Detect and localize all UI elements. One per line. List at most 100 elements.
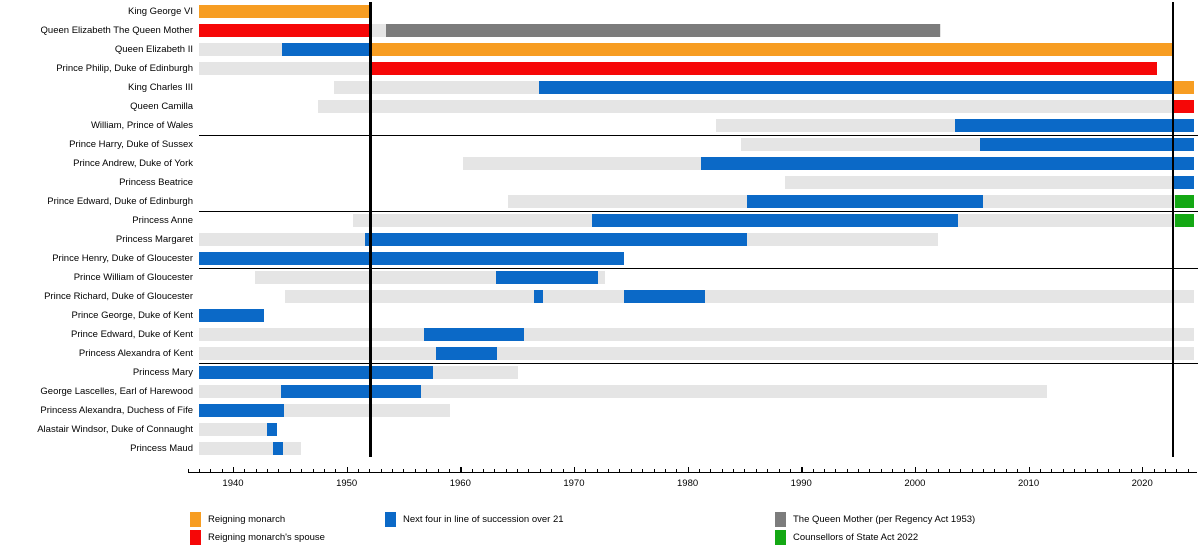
legend-swatch-monarch_spouse [190, 530, 201, 545]
legend-item-reigning_monarch[interactable]: Reigning monarch [190, 512, 285, 527]
row-label: Princess Mary [132, 367, 193, 378]
x-tick-minor [664, 469, 666, 472]
group-separator-line [199, 211, 1198, 212]
timeline-segment-lifespan [199, 385, 281, 398]
x-tick-minor [312, 469, 314, 472]
timeline-segment-lifespan [716, 119, 955, 132]
x-tick-minor [505, 469, 507, 472]
legend-swatch-counsellors_2022 [775, 530, 786, 545]
timeline-row [199, 366, 1200, 379]
timeline-segment-next_four_succession [281, 43, 371, 56]
timeline-segment-next_four_succession [979, 138, 1195, 151]
x-tick-minor [596, 469, 598, 472]
timeline-segment-lifespan [284, 404, 451, 417]
timeline-segment-next_four_succession [592, 214, 959, 227]
x-tick-minor [369, 469, 371, 472]
x-tick-minor [608, 469, 610, 472]
x-tick-minor [880, 469, 882, 472]
x-tick-minor [710, 469, 712, 472]
x-tick-minor [1005, 469, 1007, 472]
x-tick-minor [892, 469, 894, 472]
x-tick-minor [630, 469, 632, 472]
x-tick-minor [1119, 469, 1121, 472]
x-tick-minor [755, 469, 757, 472]
legend-item-counsellors_2022[interactable]: Counsellors of State Act 2022 [775, 530, 918, 545]
timeline-segment-lifespan [254, 271, 496, 284]
timeline-row [199, 81, 1200, 94]
x-tick-label: 2020 [1131, 478, 1153, 489]
row-label: Prince Philip, Duke of Edinburgh [56, 63, 193, 74]
legend-item-queen_mother[interactable]: The Queen Mother (per Regency Act 1953) [775, 512, 975, 527]
legend-label: Counsellors of State Act 2022 [793, 531, 919, 543]
timeline-segment-next_four_succession [199, 404, 285, 417]
legend-item-next_four_succession[interactable]: Next four in line of succession over 21 [385, 512, 564, 527]
row-label: Princess Margaret [115, 234, 193, 245]
x-tick-label: 2010 [1017, 478, 1040, 489]
x-tick-minor [903, 469, 905, 472]
timeline-row [199, 62, 1200, 75]
x-tick-minor [198, 469, 200, 472]
timeline-segment-lifespan [199, 442, 273, 455]
x-tick-minor [1017, 469, 1019, 472]
x-tick-minor [1130, 469, 1132, 472]
timeline-row [199, 385, 1200, 398]
timeline-row [199, 24, 1200, 37]
x-tick-minor [494, 469, 496, 472]
timeline-row [199, 233, 1200, 246]
timeline-segment-reigning_monarch [199, 5, 371, 18]
row-label: Prince George, Duke of Kent [71, 310, 193, 321]
timeline-segment-next_four_succession [1172, 176, 1195, 189]
timeline-segment-lifespan [353, 214, 593, 227]
x-tick-minor [278, 469, 280, 472]
row-label: Princess Maud [130, 443, 193, 454]
x-tick-minor [1085, 469, 1087, 472]
x-tick-major [346, 467, 348, 472]
x-tick-minor [823, 469, 825, 472]
x-tick-minor [812, 469, 814, 472]
x-tick-minor [948, 469, 950, 472]
timeline-segment-lifespan [285, 290, 535, 303]
timeline-row [199, 100, 1200, 113]
x-tick-minor [744, 469, 746, 472]
x-tick-minor [619, 469, 621, 472]
x-tick-major [233, 467, 235, 472]
legend-label: Reigning monarch's spouse [208, 531, 325, 543]
x-tick-label: 1970 [563, 478, 585, 489]
x-tick-minor [733, 469, 735, 472]
timeline-segment-next_four_succession [423, 328, 524, 341]
x-tick-major [1142, 467, 1144, 472]
timeline-segment-next_four_succession [272, 442, 283, 455]
timeline-segment-lifespan [199, 328, 424, 341]
timeline-row [199, 119, 1200, 132]
timeline-segment-next_four_succession [199, 309, 264, 322]
timeline-segment-lifespan [746, 233, 938, 246]
timeline-segment-lifespan [370, 24, 387, 37]
legend-label: Reigning monarch [208, 513, 286, 525]
x-tick-minor [414, 469, 416, 472]
x-tick-minor [244, 469, 246, 472]
timeline-segment-lifespan [958, 214, 1176, 227]
x-tick-minor [676, 469, 678, 472]
legend-item-monarch_spouse[interactable]: Reigning monarch's spouse [190, 530, 325, 545]
x-tick-label: 1940 [222, 478, 244, 489]
row-label: King Charles III [128, 82, 193, 93]
timeline-row [199, 442, 1200, 455]
x-tick-minor [380, 469, 382, 472]
legend-swatch-reigning_monarch [190, 512, 201, 527]
x-tick-minor [301, 469, 303, 472]
timeline-row [199, 157, 1200, 170]
timeline-segment-next_four_succession [436, 347, 497, 360]
row-label: Prince Richard, Duke of Gloucester [44, 291, 193, 302]
x-tick-major [914, 467, 917, 472]
timeline-segment-lifespan [523, 328, 1195, 341]
timeline-segment-next_four_succession [199, 366, 434, 379]
timeline-segment-lifespan [199, 423, 268, 436]
timeline-segment-next_four_succession [280, 385, 421, 398]
x-tick-minor [471, 469, 473, 472]
x-tick-label: 1980 [677, 478, 699, 489]
timeline-segment-next_four_succession [267, 423, 278, 436]
x-tick-major [460, 467, 462, 472]
row-label: Prince Edward, Duke of Kent [71, 329, 193, 340]
x-tick-minor [926, 469, 928, 472]
